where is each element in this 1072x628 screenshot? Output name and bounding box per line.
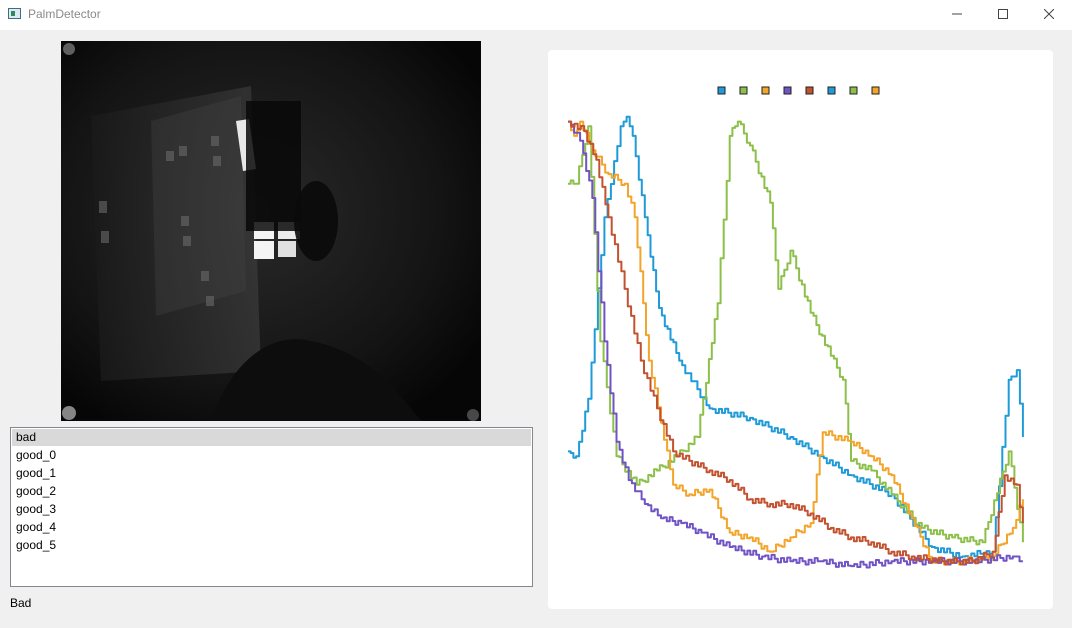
maximize-icon — [998, 8, 1008, 22]
minimize-button[interactable] — [934, 0, 980, 30]
minimize-icon — [952, 8, 962, 22]
series-line — [568, 120, 1024, 566]
camera-frame-image — [61, 41, 481, 421]
list-item[interactable]: good_5 — [16, 538, 57, 552]
camera-feed — [61, 41, 481, 421]
legend-marker — [717, 86, 726, 95]
legend-marker — [739, 86, 748, 95]
series-line — [568, 120, 1024, 546]
title-bar: PalmDetector — [0, 0, 1072, 30]
series-line — [568, 115, 1024, 560]
legend-marker — [805, 86, 814, 95]
app-icon — [8, 8, 21, 19]
chart-panel — [548, 50, 1053, 609]
legend-marker — [849, 86, 858, 95]
class-list[interactable]: bad good_0 good_1 good_2 good_3 good_4 good_5 — [10, 427, 533, 587]
list-item[interactable]: good_2 — [16, 484, 57, 498]
window-title: PalmDetector — [28, 7, 101, 21]
list-item[interactable]: good_4 — [16, 520, 57, 534]
legend-marker — [827, 86, 836, 95]
list-item[interactable]: good_0 — [16, 448, 57, 462]
legend-marker — [871, 86, 880, 95]
list-item[interactable]: bad — [12, 429, 531, 446]
close-icon — [1043, 8, 1055, 22]
list-item[interactable]: good_3 — [16, 502, 57, 516]
series-line — [568, 120, 1023, 569]
status-label: Bad — [10, 596, 32, 610]
maximize-button[interactable] — [980, 0, 1026, 30]
close-button[interactable] — [1026, 0, 1072, 30]
line-chart — [568, 86, 1024, 569]
legend-marker — [761, 86, 770, 95]
list-item[interactable]: good_1 — [16, 466, 57, 480]
series-line — [568, 120, 1024, 566]
legend-marker — [783, 86, 792, 95]
